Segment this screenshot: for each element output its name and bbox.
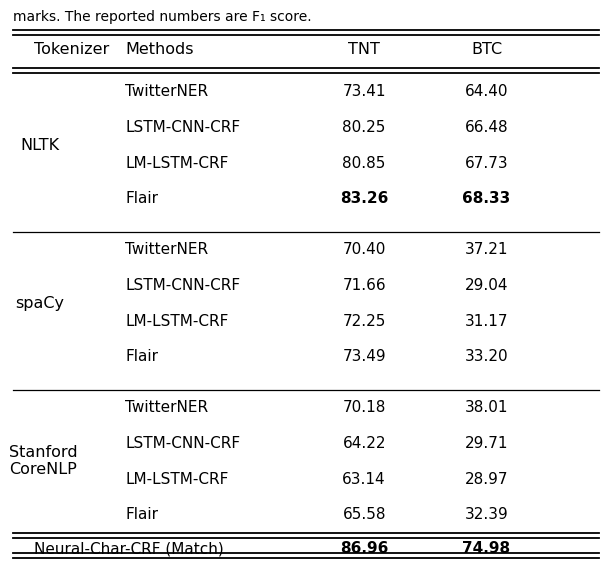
Text: TwitterNER: TwitterNER: [125, 243, 209, 257]
Text: 86.96: 86.96: [340, 541, 389, 556]
Text: 28.97: 28.97: [465, 471, 509, 487]
Text: 68.33: 68.33: [463, 191, 510, 206]
Text: 29.71: 29.71: [465, 436, 509, 451]
Text: 73.49: 73.49: [342, 349, 386, 364]
Text: 32.39: 32.39: [465, 507, 509, 522]
Text: 80.85: 80.85: [343, 156, 386, 170]
Text: 31.17: 31.17: [465, 314, 509, 328]
Text: 29.04: 29.04: [465, 278, 509, 293]
Text: marks. The reported numbers are F₁ score.: marks. The reported numbers are F₁ score…: [13, 10, 312, 24]
Text: 73.41: 73.41: [342, 85, 386, 99]
Text: TwitterNER: TwitterNER: [125, 85, 209, 99]
Text: Methods: Methods: [125, 43, 194, 57]
Text: Flair: Flair: [125, 191, 159, 206]
Text: 80.25: 80.25: [343, 120, 386, 135]
Text: 83.26: 83.26: [340, 191, 389, 206]
Text: BTC: BTC: [471, 43, 502, 57]
Text: LSTM-CNN-CRF: LSTM-CNN-CRF: [125, 278, 241, 293]
Text: 70.40: 70.40: [343, 243, 386, 257]
Text: NLTK: NLTK: [20, 138, 59, 153]
Text: Flair: Flair: [125, 507, 159, 522]
Text: 33.20: 33.20: [465, 349, 509, 364]
Text: 65.58: 65.58: [342, 507, 386, 522]
Text: LM-LSTM-CRF: LM-LSTM-CRF: [125, 314, 229, 328]
Text: 64.22: 64.22: [342, 436, 386, 451]
Text: TwitterNER: TwitterNER: [125, 400, 209, 416]
Text: LSTM-CNN-CRF: LSTM-CNN-CRF: [125, 120, 241, 135]
Text: 64.40: 64.40: [465, 85, 509, 99]
Text: Neural-Char-CRF (Match): Neural-Char-CRF (Match): [34, 541, 223, 556]
Text: 72.25: 72.25: [343, 314, 386, 328]
Text: spaCy: spaCy: [15, 296, 64, 311]
Text: 70.18: 70.18: [343, 400, 386, 416]
Text: 71.66: 71.66: [342, 278, 386, 293]
Text: 37.21: 37.21: [465, 243, 509, 257]
Text: LSTM-CNN-CRF: LSTM-CNN-CRF: [125, 436, 241, 451]
Text: 67.73: 67.73: [465, 156, 509, 170]
Text: TNT: TNT: [348, 43, 380, 57]
Text: Tokenizer: Tokenizer: [34, 43, 109, 57]
Text: 38.01: 38.01: [465, 400, 509, 416]
Text: LM-LSTM-CRF: LM-LSTM-CRF: [125, 156, 229, 170]
Text: LM-LSTM-CRF: LM-LSTM-CRF: [125, 471, 229, 487]
Text: Stanford
CoreNLP: Stanford CoreNLP: [9, 445, 77, 478]
Text: 63.14: 63.14: [342, 471, 386, 487]
Text: 74.98: 74.98: [463, 541, 510, 556]
Text: Flair: Flair: [125, 349, 159, 364]
Text: 66.48: 66.48: [465, 120, 509, 135]
